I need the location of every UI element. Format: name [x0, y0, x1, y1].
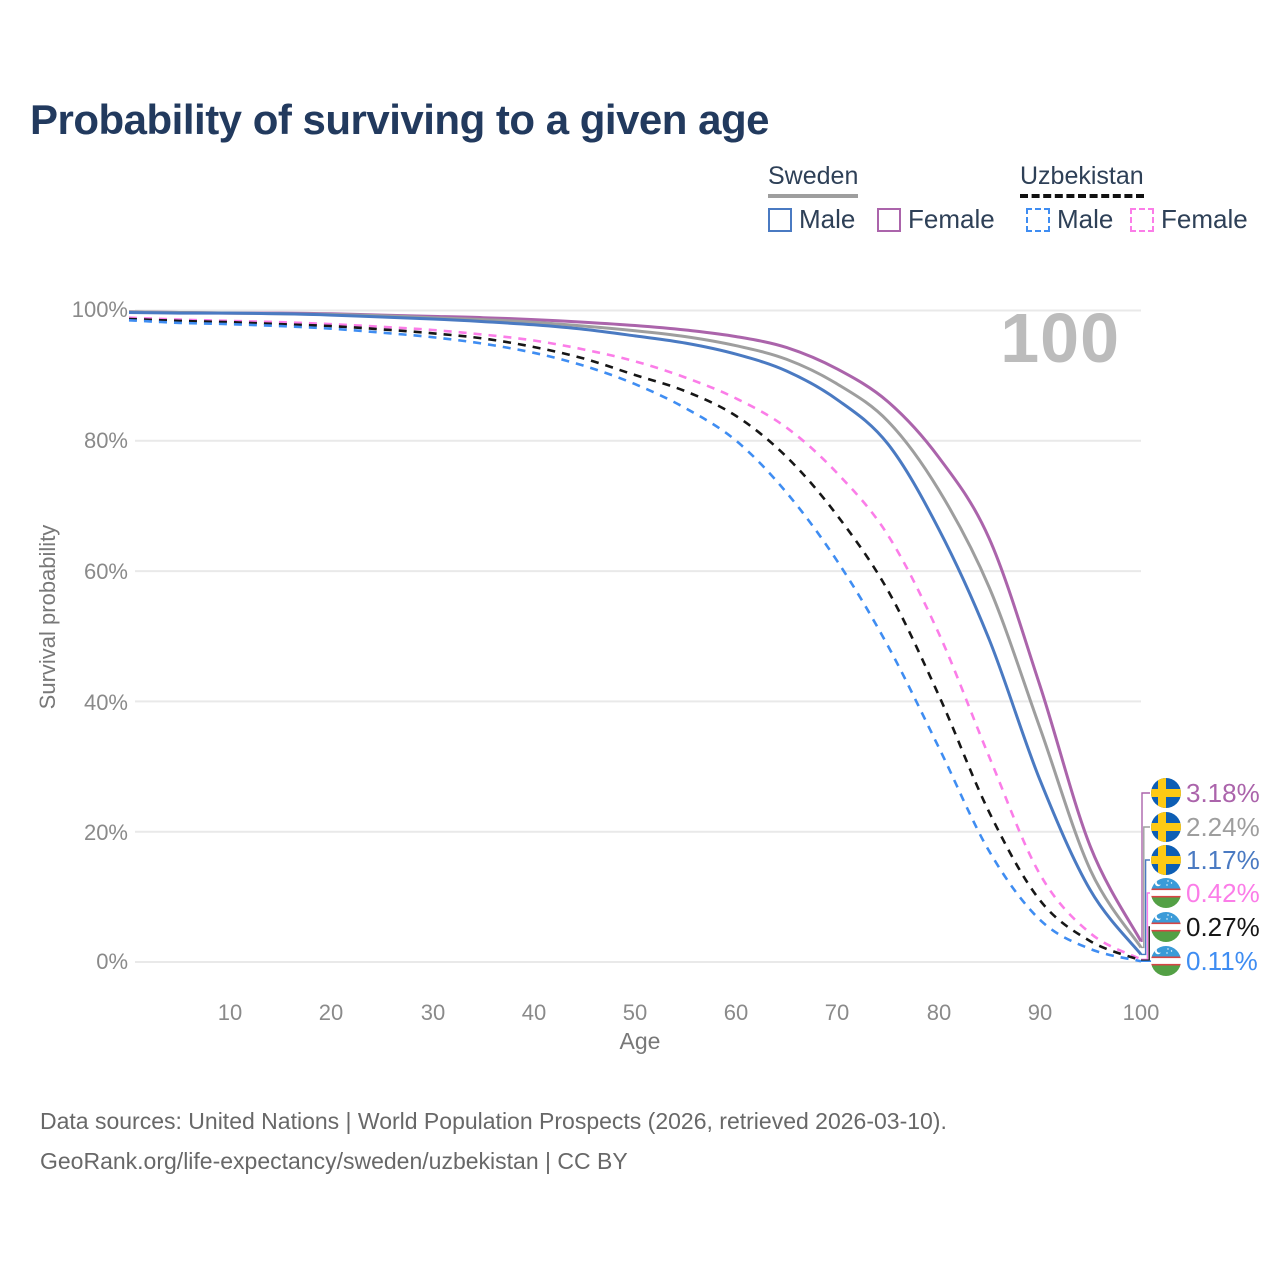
legend-item-label: Male [1057, 204, 1114, 234]
legend-item-sweden-male[interactable]: Male [768, 204, 855, 235]
end-label-uzbekistan-total: 0.27% [1186, 912, 1260, 942]
legend-group-sweden[interactable]: Sweden [768, 162, 859, 198]
y-tick-20: 20% [83, 820, 128, 845]
legend-item-label: Female [908, 204, 995, 234]
x-tick-60: 60 [723, 1000, 749, 1025]
y-tick-40: 40% [83, 690, 128, 715]
sweden-flag-icon [1151, 812, 1181, 842]
x-tick-30: 30 [420, 1000, 446, 1025]
sweden-male-swatch-icon [768, 207, 792, 232]
sweden-flag-icon [1151, 778, 1181, 808]
uzbekistan-flag-icon [1151, 946, 1181, 976]
survival-curve-uzbekistan-male [128, 319, 1142, 963]
end-label-sweden-male: 1.17% [1186, 845, 1260, 875]
uzbekistan-flag-icon [1151, 878, 1181, 908]
attribution-line: GeoRank.org/life-expectancy/sweden/uzbek… [40, 1148, 628, 1174]
page-title: Probability of surviving to a given age [30, 96, 769, 143]
legend-item-label: Female [1161, 204, 1248, 234]
y-tick-60: 60% [83, 559, 128, 584]
leader-line [1141, 926, 1150, 961]
y-tick-80: 80% [83, 428, 128, 453]
x-tick-90: 90 [1027, 1000, 1053, 1025]
uzbekistan-female-swatch-icon [1130, 207, 1154, 232]
end-label-uzbekistan-male: 0.11% [1186, 946, 1258, 976]
legend-item-label: Male [799, 204, 856, 234]
uzbekistan-male-swatch-icon [1026, 207, 1050, 232]
end-label-uzbekistan-female: 0.42% [1186, 878, 1260, 908]
legend-item-sweden-female[interactable]: Female [877, 204, 995, 235]
uzbekistan-flag-icon [1151, 912, 1181, 942]
sweden-flag-icon [1151, 845, 1181, 875]
leader-line [1141, 792, 1150, 942]
legend-item-uzbekistan-male[interactable]: Male [1026, 204, 1113, 235]
survival-curve-sweden-male [128, 311, 1143, 956]
end-label-sweden-total: 2.24% [1186, 812, 1260, 842]
x-tick-70: 70 [824, 1000, 850, 1025]
leader-line [1141, 859, 1150, 956]
leader-line [1141, 892, 1150, 960]
legend-item-uzbekistan-female[interactable]: Female [1130, 204, 1248, 235]
x-tick-40: 40 [521, 1000, 547, 1025]
x-axis-title: Age [619, 1028, 661, 1054]
survival-curve-uzbekistan-female [128, 316, 1142, 961]
sweden-female-swatch-icon [877, 207, 901, 232]
end-label-sweden-female: 3.18% [1186, 778, 1260, 808]
data-sources-line: Data sources: United Nations | World Pop… [40, 1108, 947, 1134]
survival-curve-sweden-female [128, 310, 1143, 943]
leader-line [1141, 826, 1150, 949]
survival-curve-uzbekistan-total [128, 317, 1142, 962]
x-tick-80: 80 [926, 1000, 952, 1025]
x-tick-20: 20 [318, 1000, 344, 1025]
legend-group-uzbekistan[interactable]: Uzbekistan [1020, 162, 1144, 198]
x-tick-50: 50 [622, 1000, 648, 1025]
y-tick-0: 0% [96, 949, 128, 974]
x-tick-100: 100 [1122, 1000, 1160, 1025]
y-tick-100: 100% [71, 297, 128, 322]
age-watermark: 100 [1000, 299, 1120, 377]
x-tick-10: 10 [217, 1000, 243, 1025]
